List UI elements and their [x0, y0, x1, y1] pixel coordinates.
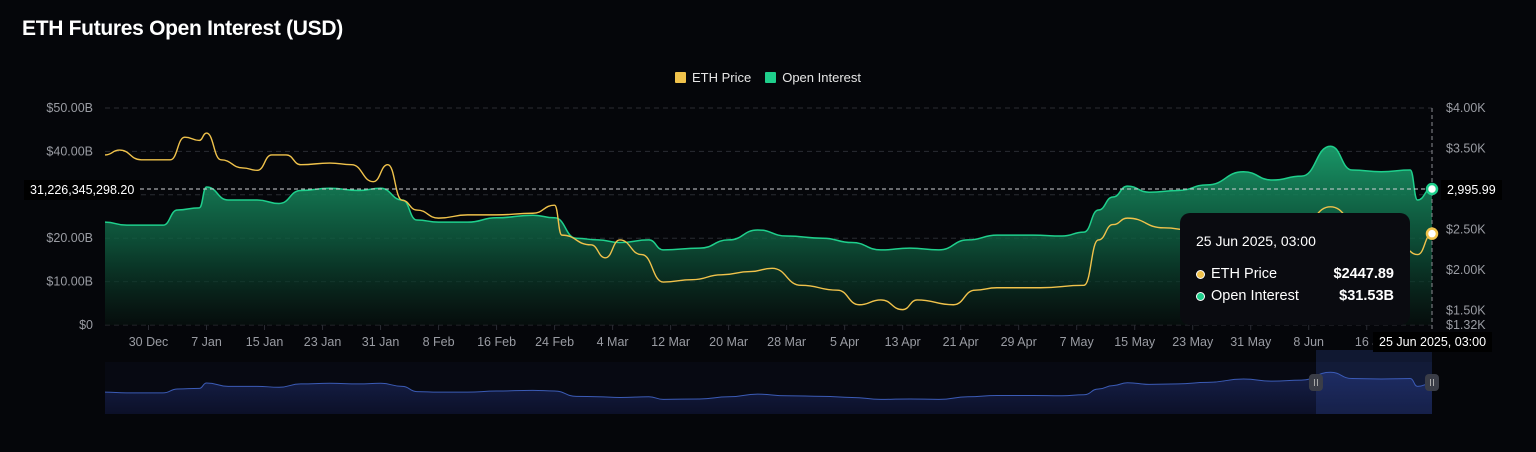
y-right-tick-label: $4.00K — [1446, 101, 1486, 115]
tooltip-dot — [1196, 291, 1205, 301]
x-tick-label: 15 May — [1114, 335, 1156, 349]
x-tick-label: 7 Jan — [191, 335, 222, 349]
eth-price-marker — [1425, 227, 1439, 240]
x-tick-label: 16 J — [1355, 335, 1379, 349]
tooltip-label: ETH Price — [1211, 266, 1278, 282]
y-right-tick-label: $3.50K — [1446, 141, 1486, 155]
y-right-tick-label: $2.50K — [1446, 222, 1486, 236]
x-tick-label: 28 Mar — [767, 335, 806, 349]
tooltip-value: $2447.89 — [1333, 266, 1394, 282]
y-left-tick-label: $0 — [79, 318, 93, 332]
tooltip-row-eth-price: ETH Price $2447.89 — [1196, 263, 1394, 285]
tooltip-dot — [1196, 269, 1205, 279]
x-tick-label: 7 May — [1060, 335, 1095, 349]
y-left-tick-label: $10.00B — [46, 275, 93, 289]
y-right-tick-label: $1.32K — [1446, 318, 1486, 332]
x-tick-label: 15 Jan — [246, 335, 284, 349]
open-interest-line — [104, 145, 1433, 251]
navigator-line — [104, 371, 1433, 400]
chart-title: ETH Futures Open Interest (USD) — [22, 17, 343, 40]
x-tick-label: 23 May — [1172, 335, 1214, 349]
legend-label: Open Interest — [782, 70, 861, 85]
y-right-tick-label: $1.50K — [1446, 303, 1486, 317]
crosshair-right-label: 2,995.99 — [1441, 180, 1502, 200]
y-left-tick-label: $50.00B — [46, 101, 93, 115]
x-tick-label: 4 Mar — [597, 335, 629, 349]
x-tick-label: 29 Apr — [1001, 335, 1037, 349]
legend-swatch — [765, 72, 777, 83]
tooltip-value: $31.53B — [1339, 288, 1394, 304]
tooltip-label: Open Interest — [1211, 288, 1299, 304]
x-tick-label: 23 Jan — [304, 335, 342, 349]
legend-swatch — [674, 72, 686, 83]
x-tick-label: 13 Apr — [885, 335, 921, 349]
x-tick-label: 24 Feb — [535, 335, 574, 349]
navigator-right-handle[interactable] — [1425, 374, 1439, 391]
x-tick-label: 30 Dec — [129, 335, 169, 349]
x-tick-label: 12 Mar — [651, 335, 690, 349]
x-tick-label: 16 Feb — [477, 335, 516, 349]
y-right-tick-label: $2.00K — [1446, 263, 1486, 277]
y-left-tick-label: $20.00B — [46, 231, 93, 245]
navigator-area — [105, 372, 1432, 414]
x-tick-label: 8 Feb — [423, 335, 455, 349]
tooltip: 25 Jun 2025, 03:00 ETH Price $2447.89 Op… — [1180, 213, 1410, 325]
y-left-tick-label: $40.00B — [46, 144, 93, 158]
x-tick-label: 21 Apr — [943, 335, 979, 349]
crosshair-bottom-label: 25 Jun 2025, 03:00 — [1373, 332, 1493, 352]
x-tick-label: 20 Mar — [709, 335, 748, 349]
x-tick-label: 31 May — [1230, 335, 1272, 349]
tooltip-row-open-interest: Open Interest $31.53B — [1196, 285, 1394, 307]
navigator-selection[interactable] — [1315, 350, 1432, 414]
x-tick-label: 31 Jan — [362, 335, 400, 349]
legend: ETH Price Open Interest — [0, 70, 1536, 85]
crosshair-left-label: 31,226,345,298.20 — [24, 180, 141, 200]
legend-item-eth-price[interactable]: ETH Price — [674, 70, 752, 85]
navigator-left-handle[interactable] — [1308, 374, 1323, 391]
tooltip-date: 25 Jun 2025, 03:00 — [1196, 233, 1316, 249]
x-tick-label: 8 Jun — [1293, 335, 1324, 349]
eth-price-line — [104, 132, 1433, 311]
legend-item-open-interest[interactable]: Open Interest — [765, 70, 861, 85]
open-interest-marker — [1425, 182, 1439, 196]
legend-label: ETH Price — [691, 70, 752, 85]
open-interest-area — [105, 146, 1432, 325]
x-tick-label: 5 Apr — [830, 335, 859, 349]
